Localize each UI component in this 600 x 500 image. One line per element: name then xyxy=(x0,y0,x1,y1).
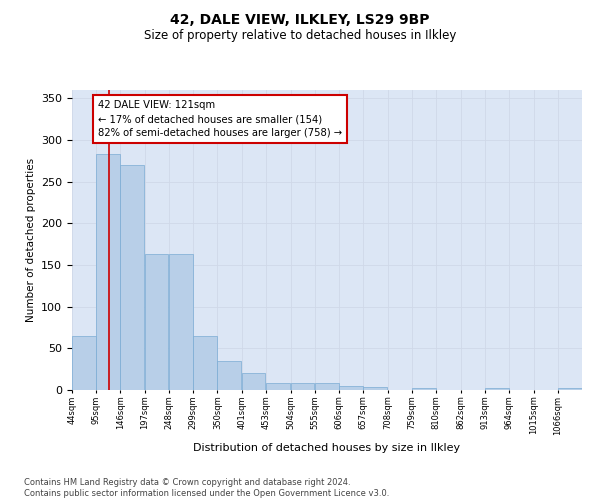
Bar xyxy=(193,336,217,390)
Bar xyxy=(266,384,290,390)
Text: 42, DALE VIEW, ILKLEY, LS29 9BP: 42, DALE VIEW, ILKLEY, LS29 9BP xyxy=(170,12,430,26)
Bar xyxy=(96,154,120,390)
Text: Contains HM Land Registry data © Crown copyright and database right 2024.
Contai: Contains HM Land Registry data © Crown c… xyxy=(24,478,389,498)
Bar xyxy=(121,165,144,390)
Text: 42 DALE VIEW: 121sqm
← 17% of detached houses are smaller (154)
82% of semi-deta: 42 DALE VIEW: 121sqm ← 17% of detached h… xyxy=(98,100,342,138)
Bar xyxy=(339,386,363,390)
Bar xyxy=(290,382,314,390)
Bar xyxy=(485,388,509,390)
Bar xyxy=(558,388,581,390)
Bar xyxy=(412,388,436,390)
Bar xyxy=(145,254,169,390)
Bar xyxy=(169,254,193,390)
Bar xyxy=(364,386,387,390)
Bar xyxy=(217,361,241,390)
Bar xyxy=(242,374,265,390)
X-axis label: Distribution of detached houses by size in Ilkley: Distribution of detached houses by size … xyxy=(193,443,461,453)
Text: Size of property relative to detached houses in Ilkley: Size of property relative to detached ho… xyxy=(144,29,456,42)
Bar xyxy=(315,384,338,390)
Bar xyxy=(72,336,96,390)
Y-axis label: Number of detached properties: Number of detached properties xyxy=(26,158,35,322)
